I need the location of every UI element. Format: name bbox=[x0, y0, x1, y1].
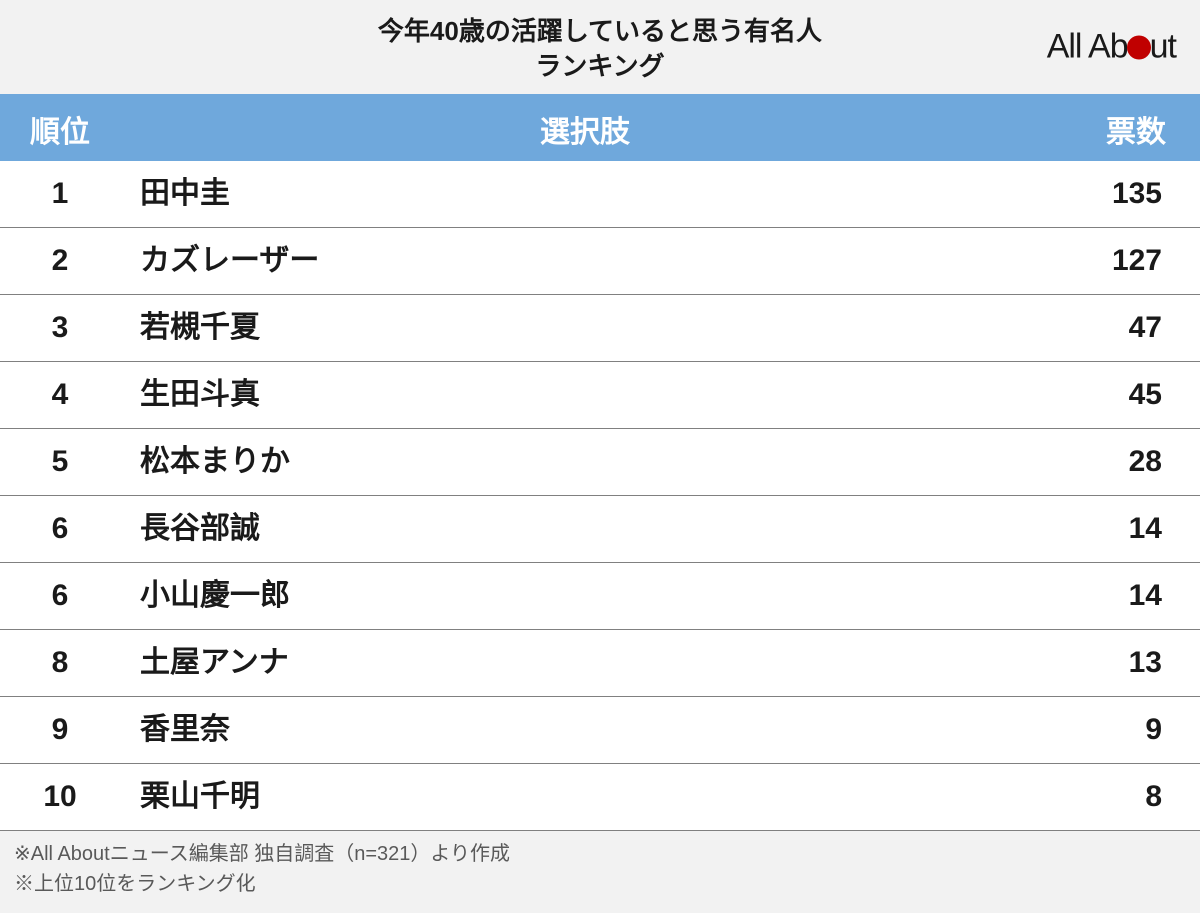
allabout-logo: All Ab ut bbox=[1047, 28, 1176, 67]
cell-votes: 13 bbox=[1050, 630, 1200, 697]
logo-prefix: All Ab bbox=[1047, 28, 1128, 66]
cell-rank: 10 bbox=[0, 764, 120, 831]
footnote-line-2: ※上位10位をランキング化 bbox=[14, 869, 1186, 899]
ranking-table: 順位 選択肢 票数 1田中圭1352カズレーザー1273若槻千夏474生田斗真4… bbox=[0, 97, 1200, 831]
cell-rank: 6 bbox=[0, 563, 120, 630]
cell-name: 松本まりか bbox=[120, 429, 1050, 496]
footnote-line-1: ※All Aboutニュース編集部 独自調査（n=321）より作成 bbox=[14, 839, 1186, 869]
cell-votes: 8 bbox=[1050, 764, 1200, 831]
cell-name: 香里奈 bbox=[120, 697, 1050, 764]
table-row: 4生田斗真45 bbox=[0, 362, 1200, 429]
title-line-1: 今年40歳の活躍していると思う有名人 bbox=[378, 14, 822, 49]
cell-rank: 6 bbox=[0, 496, 120, 563]
table-row: 3若槻千夏47 bbox=[0, 295, 1200, 362]
table-row: 1田中圭135 bbox=[0, 161, 1200, 228]
header: 今年40歳の活躍していると思う有名人 ランキング All Ab ut bbox=[0, 0, 1200, 97]
cell-votes: 14 bbox=[1050, 563, 1200, 630]
cell-rank: 3 bbox=[0, 295, 120, 362]
table-row: 8土屋アンナ13 bbox=[0, 630, 1200, 697]
logo-suffix: ut bbox=[1150, 28, 1176, 66]
cell-rank: 9 bbox=[0, 697, 120, 764]
cell-rank: 4 bbox=[0, 362, 120, 429]
table-row: 2カズレーザー127 bbox=[0, 228, 1200, 295]
page-title: 今年40歳の活躍していると思う有名人 ランキング bbox=[378, 14, 822, 84]
cell-votes: 127 bbox=[1050, 228, 1200, 295]
cell-votes: 135 bbox=[1050, 161, 1200, 228]
table-row: 6小山慶一郎14 bbox=[0, 563, 1200, 630]
table-row: 6長谷部誠14 bbox=[0, 496, 1200, 563]
table-row: 9香里奈9 bbox=[0, 697, 1200, 764]
cell-rank: 8 bbox=[0, 630, 120, 697]
footnotes: ※All Aboutニュース編集部 独自調査（n=321）より作成 ※上位10位… bbox=[0, 831, 1200, 913]
col-header-votes: 票数 bbox=[1050, 97, 1200, 161]
cell-votes: 9 bbox=[1050, 697, 1200, 764]
cell-name: 土屋アンナ bbox=[120, 630, 1050, 697]
cell-name: 長谷部誠 bbox=[120, 496, 1050, 563]
table-body: 1田中圭1352カズレーザー1273若槻千夏474生田斗真455松本まりか286… bbox=[0, 161, 1200, 831]
col-header-name: 選択肢 bbox=[120, 97, 1050, 161]
cell-votes: 45 bbox=[1050, 362, 1200, 429]
table-row: 5松本まりか28 bbox=[0, 429, 1200, 496]
title-line-2: ランキング bbox=[378, 49, 822, 84]
cell-rank: 1 bbox=[0, 161, 120, 228]
cell-name: 若槻千夏 bbox=[120, 295, 1050, 362]
col-header-rank: 順位 bbox=[0, 97, 120, 161]
table-row: 10栗山千明8 bbox=[0, 764, 1200, 831]
cell-name: 田中圭 bbox=[120, 161, 1050, 228]
cell-rank: 2 bbox=[0, 228, 120, 295]
ranking-table-container: 今年40歳の活躍していると思う有名人 ランキング All Ab ut 順位 選択肢… bbox=[0, 0, 1200, 913]
cell-name: 栗山千明 bbox=[120, 764, 1050, 831]
cell-votes: 28 bbox=[1050, 429, 1200, 496]
cell-votes: 47 bbox=[1050, 295, 1200, 362]
logo-dot-icon bbox=[1127, 36, 1151, 60]
cell-rank: 5 bbox=[0, 429, 120, 496]
cell-name: 生田斗真 bbox=[120, 362, 1050, 429]
cell-name: カズレーザー bbox=[120, 228, 1050, 295]
cell-name: 小山慶一郎 bbox=[120, 563, 1050, 630]
cell-votes: 14 bbox=[1050, 496, 1200, 563]
table-head: 順位 選択肢 票数 bbox=[0, 97, 1200, 161]
